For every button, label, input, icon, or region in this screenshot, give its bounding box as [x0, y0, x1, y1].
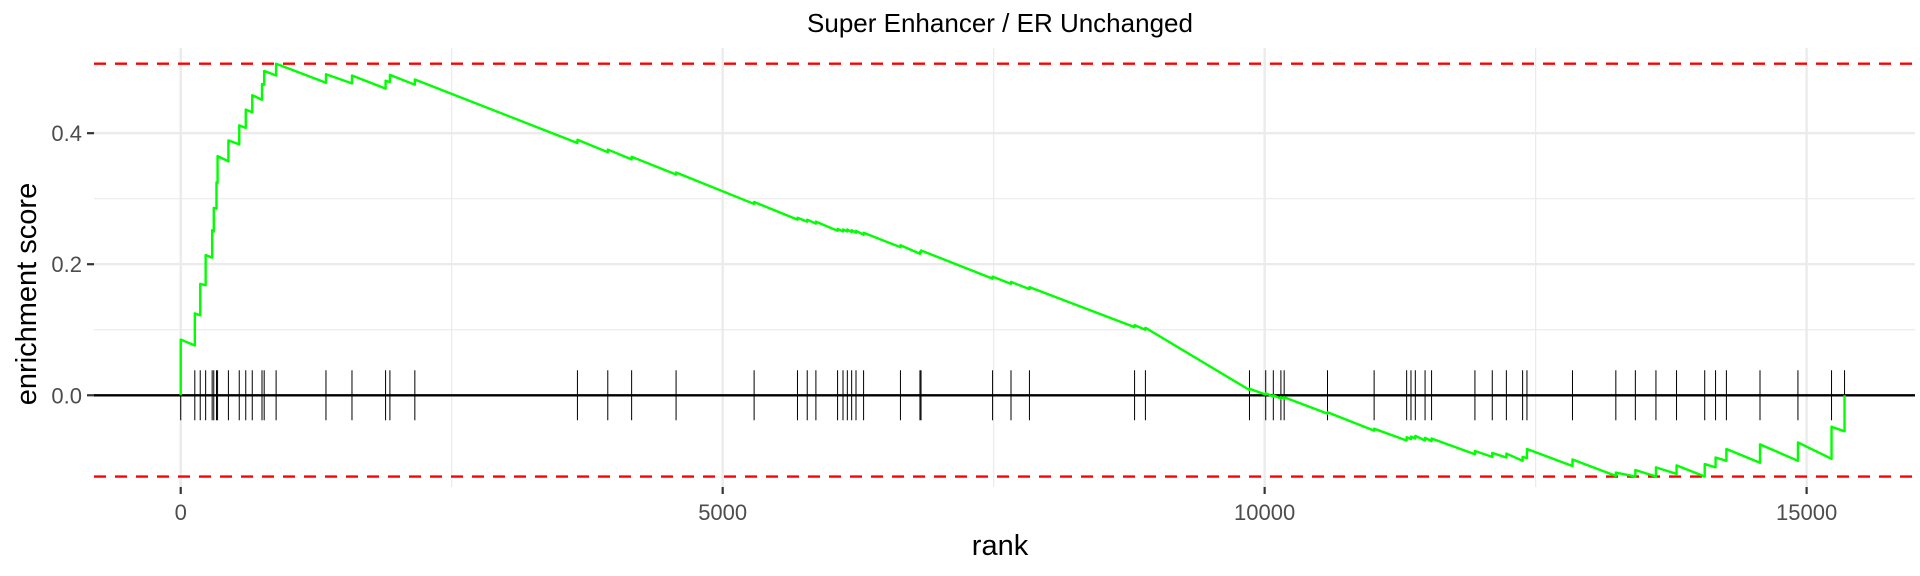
- x-tick-label: 0: [175, 500, 187, 525]
- hit-ticks: [180, 370, 1846, 421]
- x-axis-ticks: 0 5000 10000 15000: [175, 487, 1837, 525]
- y-tick-label: 0.2: [51, 252, 82, 277]
- threshold-lines: [94, 62, 1915, 478]
- x-tick-label: 10000: [1234, 500, 1295, 525]
- y-tick-label: 0.0: [51, 383, 82, 408]
- y-axis-ticks: 0.0 0.2 0.4: [51, 121, 94, 408]
- x-tick-label: 15000: [1776, 500, 1837, 525]
- y-tick-label: 0.4: [51, 121, 82, 146]
- x-tick-label: 5000: [698, 500, 747, 525]
- x-axis-title: rank: [972, 530, 1029, 562]
- enrichment-curve: [179, 62, 1846, 478]
- chart-title: Super Enhancer / ER Unchanged: [807, 8, 1193, 38]
- y-axis-title: enrichment score: [11, 183, 43, 405]
